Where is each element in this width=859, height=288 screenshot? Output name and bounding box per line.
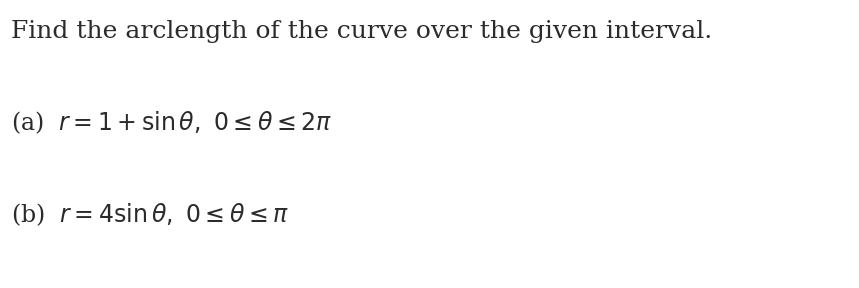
Text: Find the arclength of the curve over the given interval.: Find the arclength of the curve over the…	[11, 20, 712, 43]
Text: (a)  $r = 1 + \sin\theta,\ 0 \leq \theta \leq 2\pi$: (a) $r = 1 + \sin\theta,\ 0 \leq \theta …	[11, 109, 332, 136]
Text: (b)  $r = 4\sin\theta,\ 0 \leq \theta \leq \pi$: (b) $r = 4\sin\theta,\ 0 \leq \theta \le…	[11, 202, 289, 228]
